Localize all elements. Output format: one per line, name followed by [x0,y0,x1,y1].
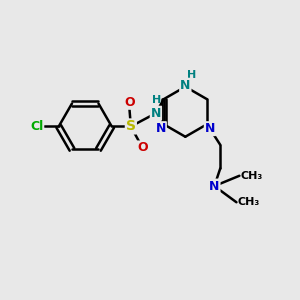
Text: N: N [180,79,190,92]
Text: S: S [126,119,136,134]
Text: H: H [187,70,196,80]
Text: N: N [151,107,161,120]
Text: H: H [152,95,161,105]
Text: O: O [124,96,135,109]
Text: O: O [137,141,148,154]
Text: CH₃: CH₃ [241,171,263,181]
Text: N: N [209,180,220,193]
Text: N: N [155,122,166,135]
Text: CH₃: CH₃ [238,197,260,207]
Text: N: N [205,122,215,135]
Text: Cl: Cl [30,120,43,133]
